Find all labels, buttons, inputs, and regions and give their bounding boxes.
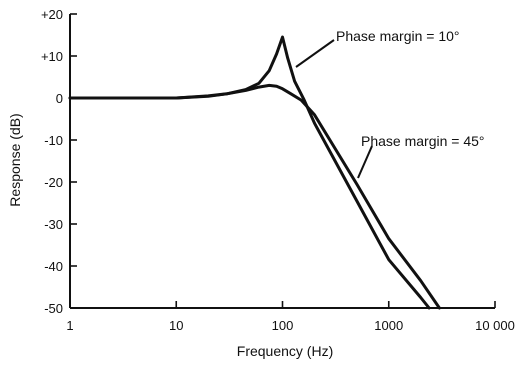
- x-tick-label: 100: [272, 318, 294, 333]
- curves: [68, 35, 441, 310]
- y-tick-label: +10: [41, 49, 63, 64]
- annotation-pm45: Phase margin = 45°: [361, 133, 485, 149]
- y-axis-label: Response (dB): [7, 113, 23, 206]
- annotation-leader-pm45: [357, 145, 373, 179]
- y-tick-label: +20: [41, 7, 63, 22]
- x-tick-label: 1000: [374, 318, 403, 333]
- annotations: Phase margin = 10° Phase margin = 45°: [295, 28, 485, 179]
- x-tick-label: 1: [66, 318, 73, 333]
- y-tick-label: -20: [44, 175, 63, 190]
- annotation-leader-pm10: [295, 39, 335, 68]
- y-tick-label: -40: [44, 259, 63, 274]
- y-tick-label: -50: [44, 301, 63, 316]
- series-line-phase-margin-45: [68, 83, 441, 310]
- series-line-phase-margin-10: [68, 35, 431, 310]
- x-axis-label: Frequency (Hz): [237, 343, 333, 359]
- annotation-pm10: Phase margin = 10°: [336, 28, 460, 44]
- y-tick-label: 0: [56, 91, 63, 106]
- axes: +20 +10 0 -10 -20 -30 -40 -501 10 100 1000 10 000: [41, 7, 515, 333]
- y-tick-label: -30: [44, 217, 63, 232]
- y-tick-label: -10: [44, 133, 63, 148]
- x-tick-label: 10 000: [475, 318, 515, 333]
- x-tick-label: 10: [169, 318, 183, 333]
